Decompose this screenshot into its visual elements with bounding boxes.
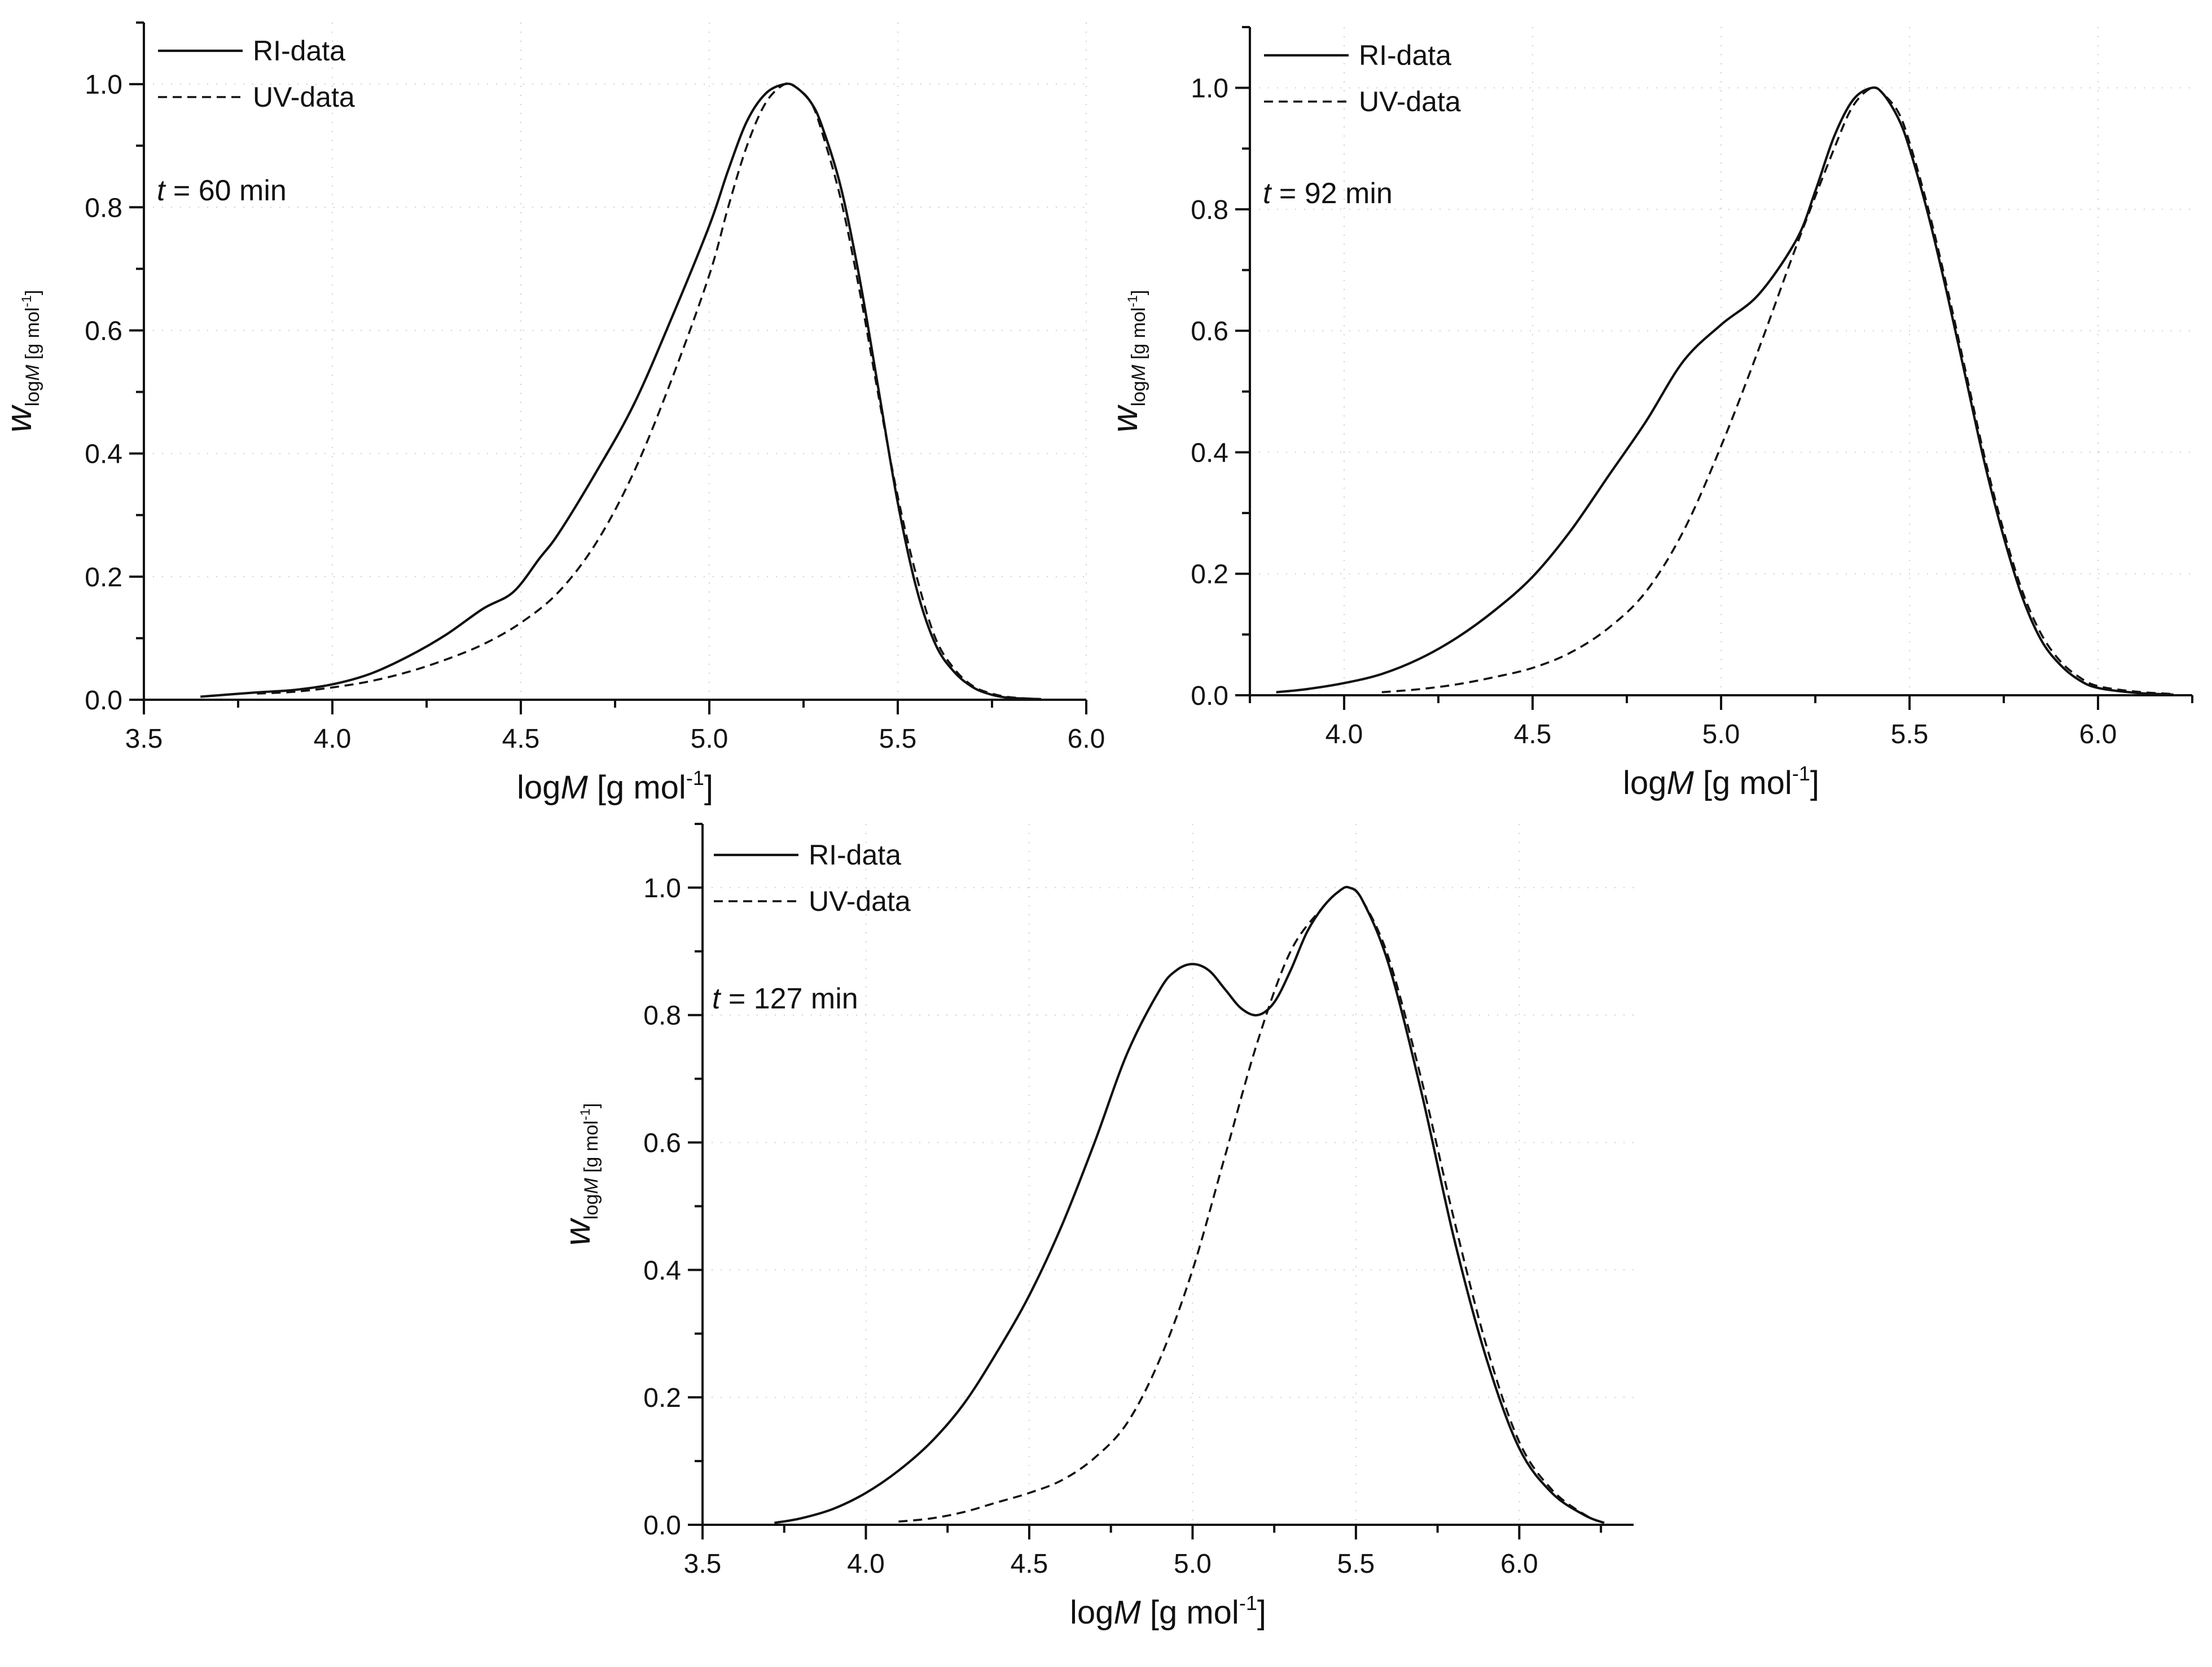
- y-axis-title: wlogM [g mol-1]: [0, 290, 43, 433]
- y-tick-label: 0.8: [1191, 195, 1228, 225]
- chart-panel-2: 4.0 4.5 5.0 5.5 6.0 0.0 0.2 0.4 0.6 0.8 1.0 logM [g…: [1104, 26, 2193, 801]
- series-line-ri-data: [200, 82, 1041, 701]
- x-tick-label: 3.5: [125, 724, 163, 754]
- y-tick-label: 0.4: [643, 1256, 681, 1286]
- y-tick-label: 0.2: [85, 563, 122, 593]
- chart-panel-3: 3.5 4.0 4.5 5.0 5.5 6.0 0.0 0.2 0.4 0.6 0.8 1.0 logM…: [557, 823, 1634, 1631]
- y-tick-label: 0.8: [643, 1001, 681, 1031]
- chart-panel-1: 3.5 4.0 4.5 5.0 5.5 6.0 0.0 0.2 0.4 0.6 0.8 1.0 logM…: [0, 21, 1105, 806]
- y-tick-label: 0.8: [85, 193, 122, 223]
- legend-label: UV-data: [253, 81, 355, 113]
- x-tick-label: 4.0: [314, 724, 352, 754]
- x-tick-label: 5.5: [1337, 1549, 1375, 1579]
- x-tick-label: 6.0: [1068, 724, 1105, 754]
- x-tick-label: 4.0: [847, 1549, 885, 1579]
- y-tick-label: 0.0: [643, 1511, 681, 1541]
- y-tick-label: 0.2: [643, 1383, 681, 1413]
- x-tick-label: 4.0: [1326, 720, 1363, 749]
- x-tick-label: 3.5: [684, 1549, 722, 1579]
- y-tick-label: 0.4: [1191, 438, 1228, 468]
- series-line-ri-data: [774, 885, 1605, 1524]
- x-tick-label: 5.0: [1702, 720, 1740, 749]
- legend-label: UV-data: [1359, 86, 1461, 117]
- x-tick-label: 6.0: [1500, 1549, 1538, 1579]
- y-axis-title: wlogM [g mol-1]: [557, 1103, 602, 1246]
- x-tick-label: 5.0: [1174, 1549, 1212, 1579]
- time-annotation: t = 127 min: [712, 982, 858, 1015]
- x-axis-title: logM [g mol-1]: [1070, 1591, 1266, 1631]
- x-axis-title: logM [g mol-1]: [1623, 762, 1819, 801]
- x-tick-label: 5.5: [1891, 720, 1929, 749]
- y-tick-label: 0.2: [1191, 560, 1228, 590]
- time-annotation: t = 92 min: [1263, 177, 1393, 210]
- legend-label: RI-data: [809, 839, 901, 871]
- y-tick-label: 0.6: [643, 1129, 681, 1159]
- y-tick-label: 0.0: [1191, 681, 1228, 711]
- x-tick-label: 5.5: [879, 724, 917, 754]
- y-tick-label: 0.0: [85, 686, 122, 716]
- x-tick-label: 5.0: [691, 724, 728, 754]
- x-tick-label: 4.5: [1514, 720, 1552, 749]
- legend-label: UV-data: [809, 885, 911, 917]
- y-tick-label: 0.4: [85, 440, 122, 470]
- series-line-ri-data: [1276, 86, 2174, 696]
- x-tick-label: 4.5: [1011, 1549, 1048, 1579]
- y-tick-label: 0.6: [1191, 317, 1228, 346]
- y-tick-label: 1.0: [85, 70, 122, 100]
- x-tick-label: 6.0: [2079, 720, 2117, 749]
- legend-label: RI-data: [1359, 40, 1451, 71]
- series-line-uv-data: [1381, 86, 2174, 695]
- x-tick-label: 4.5: [502, 724, 540, 754]
- x-axis-title: logM [g mol-1]: [517, 766, 713, 806]
- y-tick-label: 1.0: [1191, 74, 1228, 104]
- series-line-uv-data: [898, 886, 1605, 1524]
- time-annotation: t = 60 min: [157, 174, 287, 207]
- y-tick-label: 0.6: [85, 316, 122, 346]
- legend-label: RI-data: [253, 35, 345, 67]
- y-axis-title: wlogM [g mol-1]: [1104, 290, 1149, 433]
- y-tick-label: 1.0: [643, 874, 681, 903]
